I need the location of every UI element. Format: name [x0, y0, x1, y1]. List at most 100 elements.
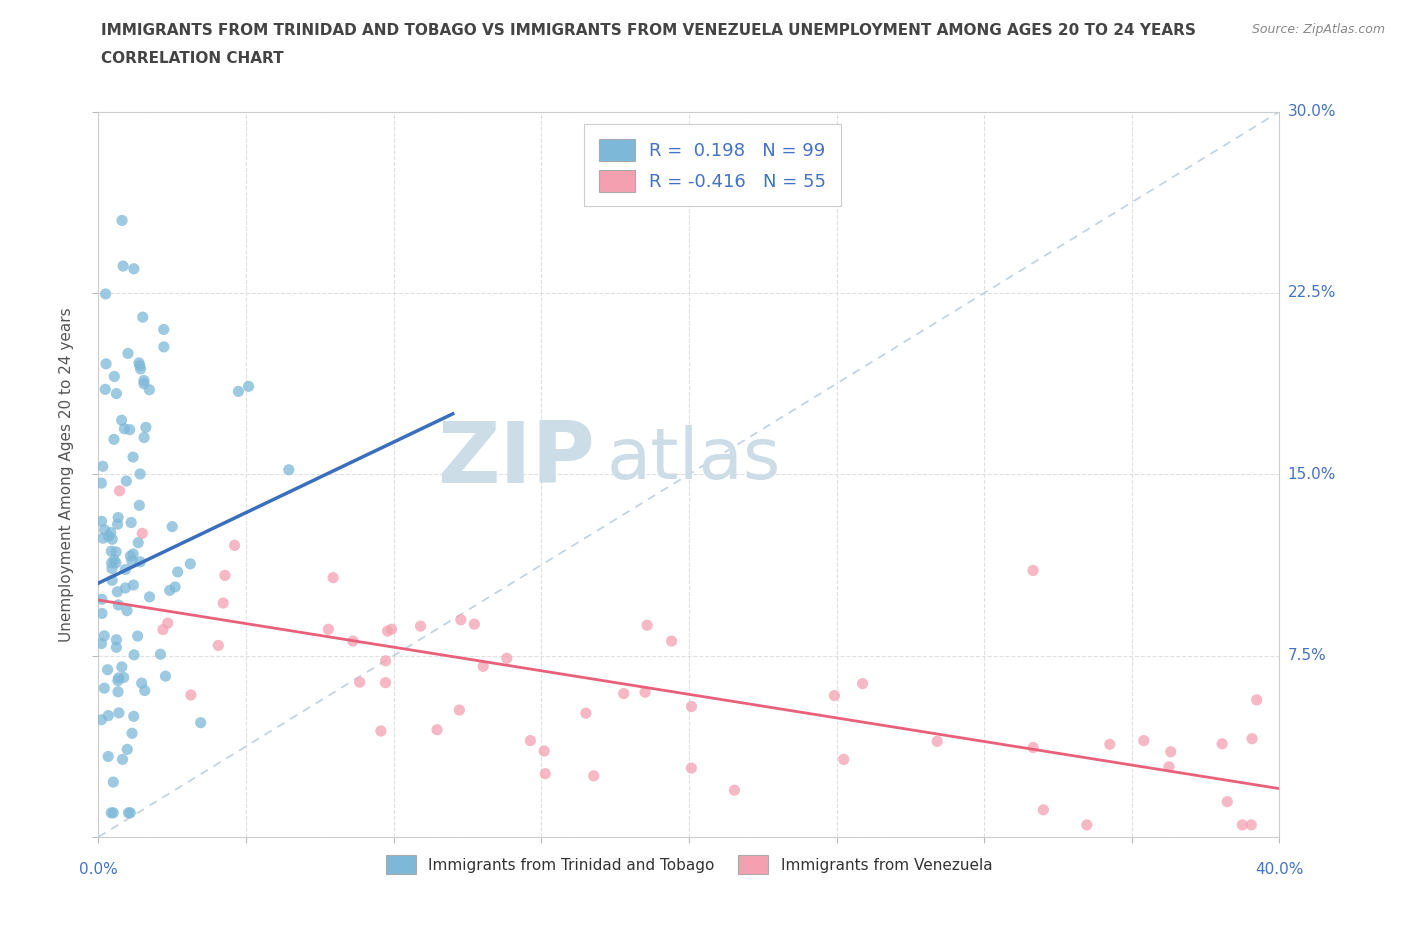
Point	[1157, 760, 1180, 775]
Point	[1032, 803, 1054, 817]
Point	[94, 286, 117, 301]
Point	[101, 573, 124, 588]
Point	[851, 676, 873, 691]
Point	[214, 568, 236, 583]
Point	[132, 310, 155, 325]
Point	[190, 715, 212, 730]
Text: 7.5%: 7.5%	[1288, 648, 1326, 663]
Point	[927, 734, 949, 749]
Point	[582, 768, 605, 783]
Point	[723, 783, 745, 798]
Point	[160, 519, 183, 534]
Point	[107, 510, 129, 525]
Point	[832, 752, 855, 767]
Point	[128, 358, 150, 373]
Point	[100, 555, 122, 570]
Point	[1098, 737, 1121, 751]
Point	[111, 659, 134, 674]
Point	[101, 532, 124, 547]
Point	[135, 420, 157, 435]
Point	[132, 373, 155, 388]
Text: CORRELATION CHART: CORRELATION CHART	[101, 51, 284, 66]
Point	[426, 723, 449, 737]
Point	[128, 355, 150, 370]
Point	[107, 673, 129, 688]
Point	[120, 549, 142, 564]
Text: 22.5%: 22.5%	[1288, 286, 1336, 300]
Point	[107, 597, 129, 612]
Point	[207, 638, 229, 653]
Point	[159, 583, 181, 598]
Point	[93, 523, 115, 538]
Point	[166, 565, 188, 579]
Point	[94, 382, 117, 397]
Point	[1022, 740, 1045, 755]
Point	[128, 498, 150, 512]
Point	[519, 733, 541, 748]
Point	[1132, 733, 1154, 748]
Point	[105, 386, 128, 401]
Point	[105, 640, 128, 655]
Point	[636, 618, 658, 632]
Point	[463, 617, 485, 631]
Point	[409, 618, 432, 633]
Point	[115, 604, 138, 618]
Point	[534, 766, 557, 781]
Point	[129, 362, 152, 377]
Point	[103, 432, 125, 446]
Point	[91, 531, 114, 546]
Point	[681, 761, 703, 776]
Point	[238, 379, 260, 393]
Point	[111, 752, 134, 767]
Point	[108, 706, 131, 721]
Point	[100, 544, 122, 559]
Point	[450, 612, 472, 627]
Point	[277, 462, 299, 477]
Text: IMMIGRANTS FROM TRINIDAD AND TOBAGO VS IMMIGRANTS FROM VENEZUELA UNEMPLOYMENT AM: IMMIGRANTS FROM TRINIDAD AND TOBAGO VS I…	[101, 23, 1197, 38]
Point	[107, 584, 129, 599]
Point	[131, 525, 153, 540]
Point	[1160, 744, 1182, 759]
Point	[179, 556, 201, 571]
Text: 30.0%: 30.0%	[1288, 104, 1336, 119]
Point	[122, 578, 145, 592]
Point	[90, 712, 112, 727]
Point	[107, 671, 129, 685]
Point	[111, 413, 134, 428]
Point	[100, 805, 122, 820]
Legend: Immigrants from Trinidad and Tobago, Immigrants from Venezuela: Immigrants from Trinidad and Tobago, Imm…	[378, 847, 1000, 882]
Point	[127, 536, 149, 551]
Point	[97, 708, 120, 723]
Point	[212, 595, 235, 610]
Point	[93, 681, 115, 696]
Point	[107, 517, 129, 532]
Point	[613, 686, 636, 701]
Point	[103, 775, 125, 790]
Point	[117, 346, 139, 361]
Point	[90, 514, 112, 529]
Point	[112, 259, 135, 273]
Point	[114, 562, 136, 577]
Point	[1022, 563, 1045, 578]
Point	[105, 544, 128, 559]
Point	[134, 684, 156, 698]
Point	[575, 706, 598, 721]
Point	[149, 646, 172, 661]
Point	[117, 742, 139, 757]
Point	[118, 422, 141, 437]
Point	[380, 622, 402, 637]
Point	[117, 805, 139, 820]
Text: 40.0%: 40.0%	[1256, 862, 1303, 877]
Point	[342, 633, 364, 648]
Text: 15.0%: 15.0%	[1288, 467, 1336, 482]
Point	[105, 632, 128, 647]
Point	[132, 377, 155, 392]
Point	[449, 702, 471, 717]
Point	[823, 688, 845, 703]
Point	[1241, 731, 1264, 746]
Point	[165, 579, 187, 594]
Point	[156, 616, 179, 631]
Point	[122, 709, 145, 724]
Point	[129, 467, 152, 482]
Point	[318, 622, 340, 637]
